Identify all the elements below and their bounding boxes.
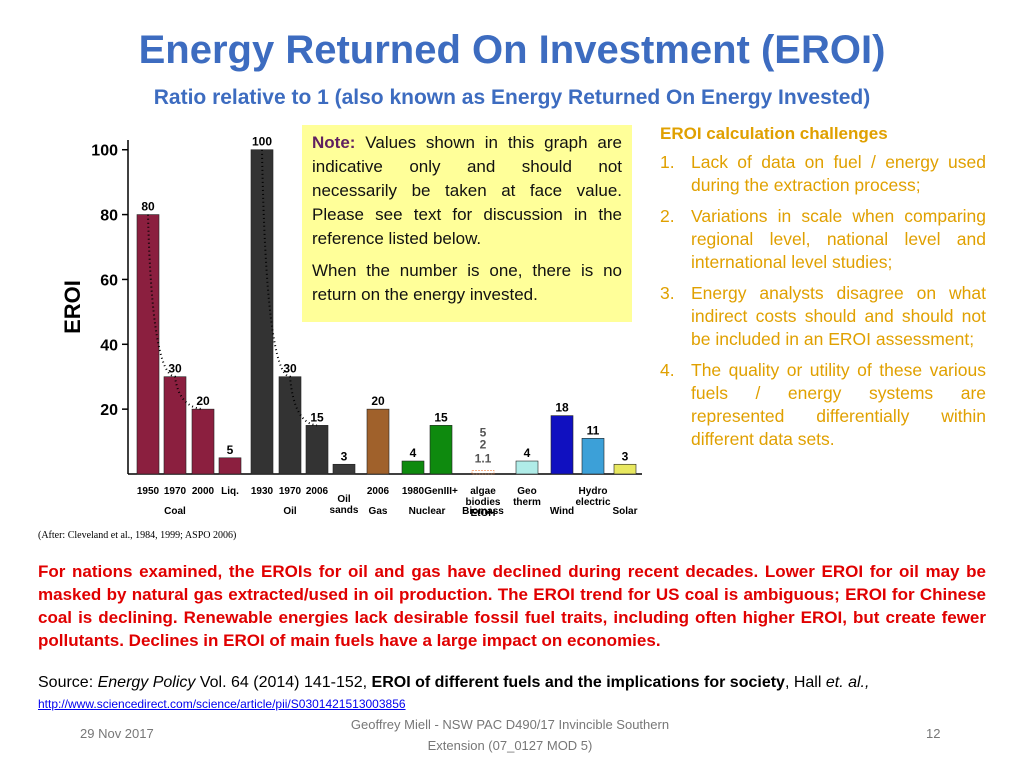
x-tick-label: GenIII+	[424, 486, 458, 497]
note-text: When the number is one, there is no retu…	[312, 261, 622, 304]
y-tick-label: 20	[100, 402, 118, 419]
y-tick-label: 100	[91, 143, 118, 160]
item-text: Variations in scale when comparing regio…	[691, 206, 986, 272]
bar	[250, 149, 274, 475]
y-axis-label: EROI	[60, 280, 85, 334]
item-text: The quality or utility of these various …	[691, 360, 986, 449]
list-item: 4. The quality or utility of these variou…	[660, 359, 986, 451]
value-label: 30	[283, 362, 297, 376]
bar	[366, 408, 390, 475]
source-title: EROI of different fuels and the implicat…	[371, 674, 785, 691]
source-text: Source:	[38, 674, 98, 691]
x-tick-label: 2006	[367, 486, 390, 497]
item-number: 4.	[660, 360, 675, 380]
link[interactable]: http://www.sciencedirect.com/science/art…	[38, 697, 406, 711]
bar	[278, 376, 302, 475]
value-label: 4	[524, 446, 531, 460]
source-text: , Hall	[784, 674, 826, 691]
subtitle: Ratio relative to 1 (also known as Energ…	[153, 86, 871, 109]
bar	[191, 408, 215, 475]
note-text: Values shown in this graph are indicativ…	[312, 133, 622, 248]
group-label: Oil	[283, 506, 297, 517]
bar	[401, 460, 425, 475]
value-label: 100	[252, 135, 272, 149]
x-tick-label: Geo therm	[513, 486, 541, 508]
citation: (After: Cleveland et al., 1984, 1999; AS…	[38, 530, 237, 541]
group-label: Oil sands	[330, 494, 359, 516]
x-tick-label: algae biodies EtOH	[465, 486, 500, 519]
value-label: 1.1	[475, 451, 492, 465]
source: Source: Energy Policy Vol. 64 (2014) 141…	[38, 674, 986, 692]
x-tick-label: 1950	[137, 486, 160, 497]
bar	[305, 425, 329, 475]
bar	[136, 214, 160, 475]
value-label: 2	[480, 437, 487, 451]
x-tick-label: Liq.	[221, 486, 239, 497]
trend-line	[147, 214, 204, 411]
list-item: 2. Variations in scale when comparing reg…	[660, 205, 986, 274]
challenges: EROI calculation challenges 1. Lack of da…	[660, 122, 986, 459]
y-tick-label: 60	[100, 272, 118, 289]
bar	[550, 415, 574, 475]
group-label: Wind	[550, 506, 574, 517]
item-number: 3.	[660, 283, 675, 303]
footer-date: 29 Nov 2017	[80, 726, 154, 741]
chart: EROI 20 40 60 80 100 80 1950 30 1970 Coal 20 2000 5 Li…	[60, 135, 642, 519]
group-label: Gas	[369, 506, 388, 517]
value-label: 20	[196, 394, 210, 408]
source-text: et. al.,	[825, 674, 870, 691]
bar	[429, 425, 453, 475]
value-label: 5	[227, 443, 234, 457]
x-tick-label: 1970	[164, 486, 187, 497]
value-label: 20	[371, 394, 385, 408]
item-number: 1.	[660, 152, 675, 172]
bar	[581, 438, 605, 475]
x-tick-label: Hydro electric	[575, 486, 610, 508]
bar	[163, 376, 187, 475]
value-label: 15	[310, 410, 324, 424]
note-box: Note: Values shown in this graph are ind…	[302, 125, 632, 322]
y-tick-label: 40	[100, 337, 118, 354]
value-label: 18	[555, 401, 569, 415]
y-tick-label: 80	[100, 208, 118, 225]
bar	[515, 460, 539, 475]
value-label: 11	[587, 423, 600, 437]
bar	[332, 463, 356, 475]
list-item: 1. Lack of data on fuel / energy used dur…	[660, 151, 986, 197]
x-tick-label: 2000	[192, 486, 215, 497]
source-text: Vol. 64 (2014) 141-152,	[195, 674, 372, 691]
bar	[613, 463, 637, 475]
value-label: 80	[141, 200, 155, 214]
value-label: 15	[434, 410, 448, 424]
value-label: 4	[410, 446, 417, 460]
value-label: 3	[622, 449, 629, 463]
source-text: Energy Policy	[97, 674, 196, 691]
list: 1. Lack of data on fuel / energy used dur…	[660, 151, 986, 451]
list-item: 3. Energy analysts disagree on what indir…	[660, 282, 986, 351]
group-label: Coal	[164, 506, 186, 517]
value-label: 5	[480, 425, 487, 439]
x-tick-label: 1930	[251, 486, 274, 497]
item-text: Lack of data on fuel / energy used durin…	[691, 152, 986, 195]
item-number: 2.	[660, 206, 675, 226]
x-tick-label: 1970	[279, 486, 302, 497]
group-label: Solar	[612, 506, 637, 517]
value-label: 30	[168, 362, 182, 376]
x-tick-label: 2006	[306, 486, 329, 497]
summary: For nations examined, the EROIs for oil …	[38, 562, 986, 650]
group-label: Biomass	[462, 506, 504, 517]
footer-center: Geoffrey Miell - NSW PAC D490/17 Invinci…	[350, 717, 670, 753]
value-label: 3	[341, 449, 348, 463]
group-label: Nuclear	[409, 506, 446, 517]
x-tick-label: 1980	[402, 486, 425, 497]
bar	[218, 457, 242, 475]
bar	[471, 470, 495, 475]
item-text: Energy analysts disagree on what indirec…	[691, 283, 986, 349]
note-label: Note:	[312, 133, 356, 152]
page-number: 12	[926, 726, 941, 741]
heading: EROI calculation challenges	[660, 124, 888, 143]
title: Energy Returned On Investment (EROI)	[138, 28, 886, 72]
